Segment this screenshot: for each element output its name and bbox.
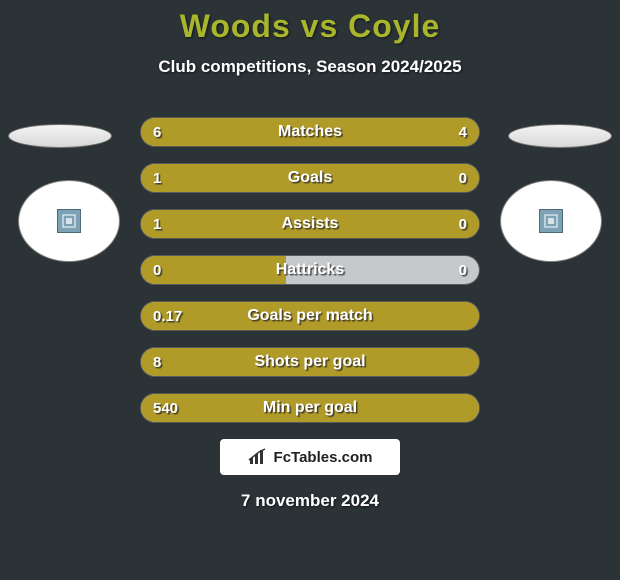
player-left-name-oval [8, 124, 112, 148]
crest-icon [57, 209, 81, 233]
comparison-card: Woods vs Coyle Club competitions, Season… [0, 0, 620, 580]
brand-badge: FcTables.com [220, 439, 400, 475]
player-left-crest-circle [18, 180, 120, 262]
stat-row: 10Assists [140, 209, 480, 239]
stat-left-fill [141, 118, 479, 146]
stat-right-value: 0 [459, 256, 467, 284]
stat-left-fill [141, 210, 401, 238]
stat-right-fill [401, 210, 479, 238]
stat-row: 8Shots per goal [140, 347, 480, 377]
date-text: 7 november 2024 [0, 491, 620, 511]
stat-row: 00Hattricks [140, 255, 480, 285]
player-right-name-oval [508, 124, 612, 148]
stat-left-fill [141, 348, 479, 376]
stat-left-fill [141, 302, 479, 330]
stat-left-fill [141, 164, 401, 192]
player-right-crest-circle [500, 180, 602, 262]
page-title: Woods vs Coyle [0, 8, 620, 45]
brand-text: FcTables.com [274, 449, 373, 466]
page-subtitle: Club competitions, Season 2024/2025 [0, 57, 620, 77]
stat-row: 540Min per goal [140, 393, 480, 423]
stat-row: 10Goals [140, 163, 480, 193]
stat-right-fill [401, 164, 479, 192]
bar-chart-icon [248, 448, 270, 466]
stats-bar-list: 64Matches 10Goals 10Assists 00Hattricks 0.17… [140, 117, 480, 423]
stat-row: 0.17Goals per match [140, 301, 480, 331]
stat-left-fill [141, 256, 286, 284]
crest-icon [539, 209, 563, 233]
stat-left-fill [141, 394, 479, 422]
stat-row: 64Matches [140, 117, 480, 147]
